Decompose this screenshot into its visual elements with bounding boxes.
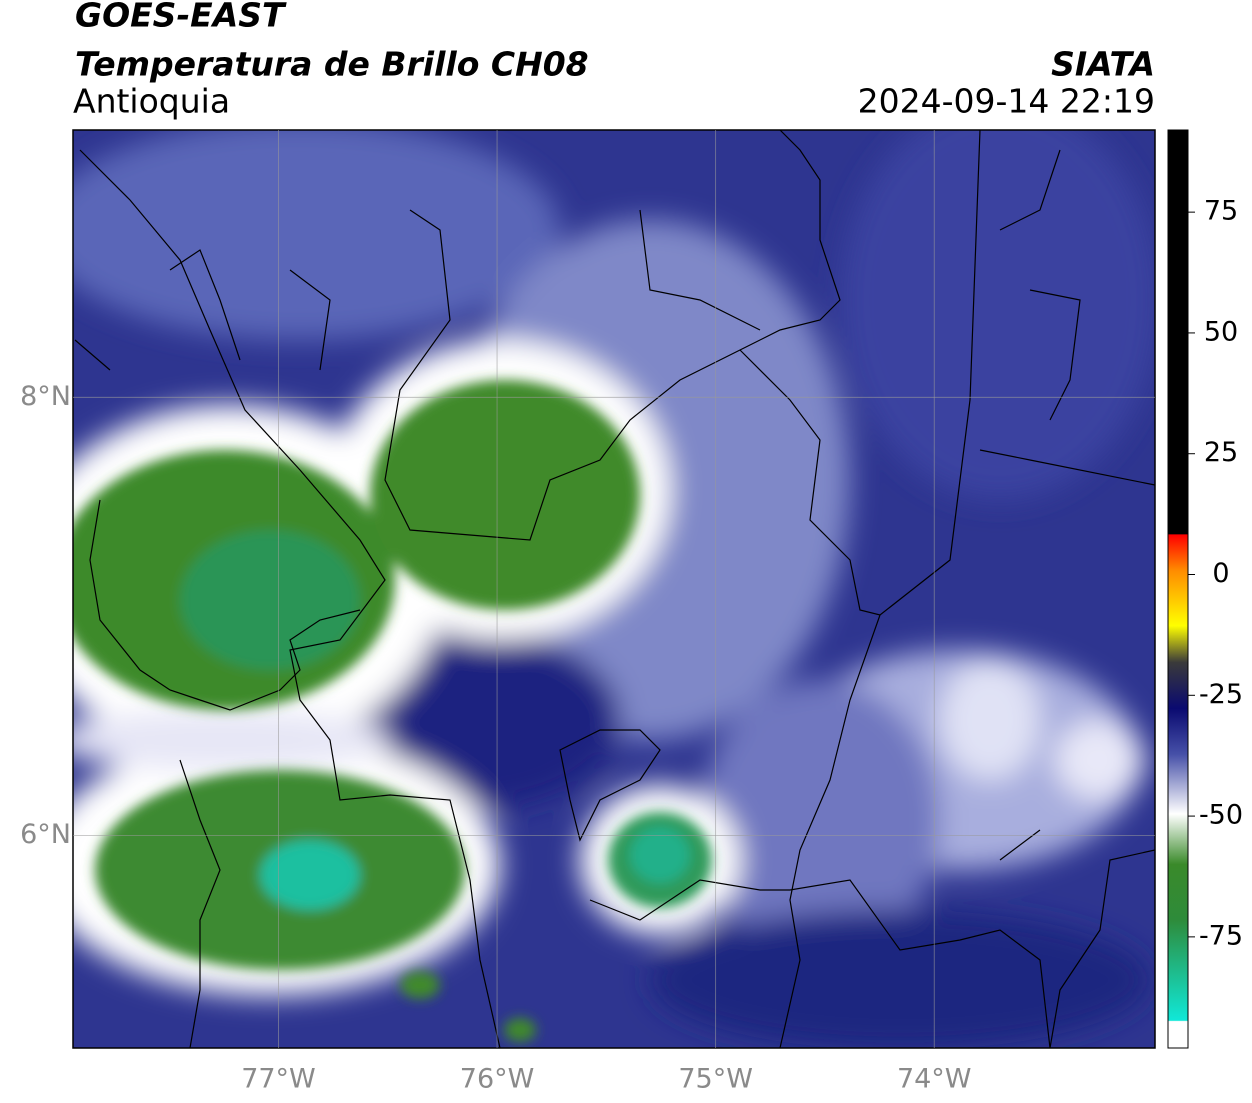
colorbar-tick-label: 25 (1204, 437, 1238, 468)
map-frame (72, 129, 1156, 1049)
datetime: 2024-09-14 22:19 (858, 82, 1155, 121)
colorbar-tick-label: 50 (1204, 316, 1238, 347)
x-tick-label: 74°W (897, 1064, 972, 1095)
satellite-image (73, 130, 1155, 1048)
title: GOES-EAST (75, 0, 287, 35)
y-tick-label: 8°N (20, 381, 71, 412)
x-tick-label: 77°W (241, 1064, 316, 1095)
colorbar-tick-label: -75 (1199, 920, 1243, 951)
source: SIATA (1051, 45, 1155, 84)
colorbar-tick-label: -50 (1199, 800, 1243, 831)
y-tick-label: 6°N (20, 819, 71, 850)
colorbar-tick-label: -25 (1199, 679, 1243, 710)
graticule (73, 130, 1155, 1048)
colorbar (1167, 129, 1189, 1049)
subtitle: Temperatura de Brillo CH08 (75, 45, 589, 84)
colorbar-tick-label: 75 (1204, 196, 1238, 227)
x-tick-label: 75°W (678, 1064, 753, 1095)
x-tick-label: 76°W (460, 1064, 535, 1095)
colorbar-tick-label: 0 (1212, 558, 1229, 589)
region: Antioquia (73, 82, 230, 121)
